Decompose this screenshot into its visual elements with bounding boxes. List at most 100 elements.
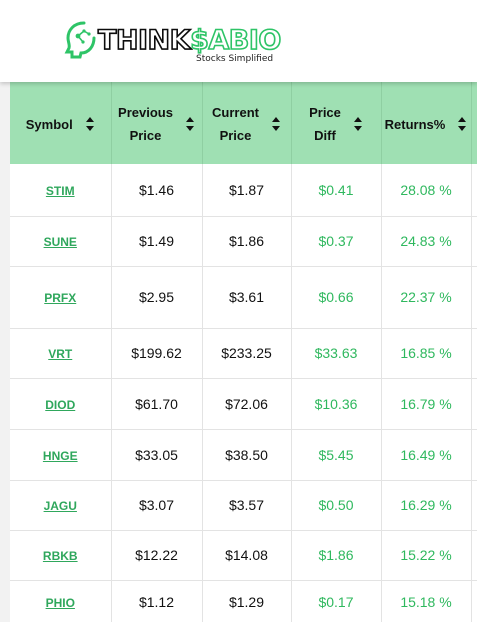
site-header: THINK$ABIO Stocks Simplified	[0, 0, 477, 82]
cell-overflow	[471, 429, 477, 481]
brand-tagline: Stocks Simplified	[196, 54, 274, 64]
table-row: DIOD $61.70 $72.06 $10.36 16.79 %	[10, 378, 477, 430]
column-header-previous-price[interactable]: Previous Price	[111, 82, 203, 164]
cell-returns: 16.79 %	[381, 378, 472, 430]
cell-returns: 15.22 %	[381, 530, 472, 581]
column-header-symbol[interactable]: Symbol	[10, 82, 112, 164]
column-header-price-diff[interactable]: Price Diff	[291, 82, 382, 164]
table-body: STIM $1.46 $1.87 $0.41 28.08 % SUNE $1.49 $1.86…	[10, 164, 477, 622]
cell-price-diff: $0.17	[291, 580, 382, 622]
cell-previous-price: $1.46	[111, 164, 203, 217]
table-row: RBKB $12.22 $14.08 $1.86 15.22 %	[10, 530, 477, 581]
cell-previous-price: $33.05	[111, 429, 203, 481]
cell-symbol: RBKB	[10, 530, 112, 581]
cell-overflow	[471, 378, 477, 430]
cell-symbol: HNGE	[10, 429, 112, 481]
brand-name-part2: $ABIO	[189, 25, 282, 57]
symbol-link[interactable]: STIM	[45, 183, 75, 198]
sort-up-down-icon[interactable]	[457, 116, 467, 132]
cell-symbol: STIM	[10, 164, 112, 217]
cell-current-price: $233.25	[202, 328, 292, 379]
cell-returns: 16.29 %	[381, 480, 472, 531]
symbol-link[interactable]: RBKB	[42, 549, 78, 563]
cell-returns: 28.08 %	[381, 164, 472, 217]
symbol-link[interactable]: PHIO	[45, 596, 75, 610]
table-header-row: Symbol Previous Price Current Price	[10, 82, 477, 164]
cell-overflow	[471, 216, 477, 267]
table-row: PHIO $1.12 $1.29 $0.17 15.18 %	[10, 580, 477, 622]
table-row: JAGU $3.07 $3.57 $0.50 16.29 %	[10, 480, 477, 531]
page-gutter	[0, 82, 10, 622]
head-silhouette-icon	[64, 21, 96, 59]
cell-price-diff: $0.66	[291, 266, 382, 329]
cell-price-diff: $1.86	[291, 530, 382, 581]
symbol-link[interactable]: SUNE	[43, 235, 77, 249]
cell-price-diff: $0.41	[291, 164, 382, 217]
column-header-current-price[interactable]: Current Price	[202, 82, 292, 164]
cell-symbol: DIOD	[10, 378, 112, 430]
cell-symbol: SUNE	[10, 216, 112, 267]
cell-returns: 16.49 %	[381, 429, 472, 481]
cell-current-price: $1.87	[202, 164, 292, 217]
symbol-link[interactable]: VRT	[48, 347, 73, 361]
cell-current-price: $14.08	[202, 530, 292, 581]
column-header-label: Symbol	[25, 116, 73, 132]
column-header-returns[interactable]: Returns%	[381, 82, 472, 164]
column-header-label: Price	[309, 105, 341, 120]
cell-symbol: JAGU	[10, 480, 112, 531]
symbol-link[interactable]: JAGU	[43, 499, 77, 513]
symbol-link[interactable]: DIOD	[45, 397, 76, 412]
cell-overflow	[471, 328, 477, 379]
column-header-label: Diff	[314, 128, 336, 143]
column-header-overflow	[471, 82, 477, 164]
table-row: VRT $199.62 $233.25 $33.63 16.85 %	[10, 328, 477, 379]
sort-up-down-icon[interactable]	[353, 116, 363, 132]
cell-previous-price: $2.95	[111, 266, 203, 329]
cell-price-diff: $0.50	[291, 480, 382, 531]
cell-returns: 22.37 %	[381, 266, 472, 329]
cell-price-diff: $0.37	[291, 216, 382, 267]
cell-returns: 16.85 %	[381, 328, 472, 379]
table-row: SUNE $1.49 $1.86 $0.37 24.83 %	[10, 216, 477, 267]
cell-previous-price: $61.70	[111, 378, 203, 430]
cell-returns: 24.83 %	[381, 216, 472, 267]
cell-overflow	[471, 164, 477, 217]
cell-overflow	[471, 266, 477, 329]
symbol-link[interactable]: PRFX	[44, 291, 77, 305]
cell-price-diff: $33.63	[291, 328, 382, 379]
cell-current-price: $72.06	[202, 378, 292, 430]
cell-previous-price: $1.12	[111, 580, 203, 622]
sort-up-down-icon[interactable]	[85, 116, 95, 132]
cell-price-diff: $10.36	[291, 378, 382, 430]
cell-overflow	[471, 530, 477, 581]
cell-returns: 15.18 %	[381, 580, 472, 622]
brand-name: THINK$ABIO	[97, 25, 282, 57]
thinksabio-logo[interactable]: THINK$ABIO Stocks Simplified	[64, 20, 294, 66]
cell-previous-price: $12.22	[111, 530, 203, 581]
cell-previous-price: $1.49	[111, 216, 203, 267]
table-row: HNGE $33.05 $38.50 $5.45 16.49 %	[10, 429, 477, 481]
cell-previous-price: $199.62	[111, 328, 203, 379]
cell-overflow	[471, 480, 477, 531]
cell-symbol: VRT	[10, 328, 112, 379]
cell-current-price: $3.57	[202, 480, 292, 531]
cell-symbol: PRFX	[10, 266, 112, 329]
column-header-label: Returns%	[384, 116, 446, 132]
sort-up-down-icon[interactable]	[271, 116, 281, 132]
cell-overflow	[471, 580, 477, 622]
symbol-link[interactable]: HNGE	[42, 448, 78, 463]
cell-current-price: $38.50	[202, 429, 292, 481]
cell-symbol: PHIO	[10, 580, 112, 622]
table-row: STIM $1.46 $1.87 $0.41 28.08 %	[10, 164, 477, 217]
cell-current-price: $1.29	[202, 580, 292, 622]
cell-current-price: $1.86	[202, 216, 292, 267]
column-header-label: Previous	[118, 105, 173, 120]
sort-up-down-icon[interactable]	[185, 116, 195, 132]
column-header-label: Price	[129, 128, 162, 143]
cell-price-diff: $5.45	[291, 429, 382, 481]
column-header-label: Price	[219, 128, 252, 143]
stocks-table-container: Symbol Previous Price Current Price	[10, 82, 477, 622]
table-row: PRFX $2.95 $3.61 $0.66 22.37 %	[10, 266, 477, 329]
stocks-table: Symbol Previous Price Current Price	[10, 82, 477, 622]
cell-current-price: $3.61	[202, 266, 292, 329]
